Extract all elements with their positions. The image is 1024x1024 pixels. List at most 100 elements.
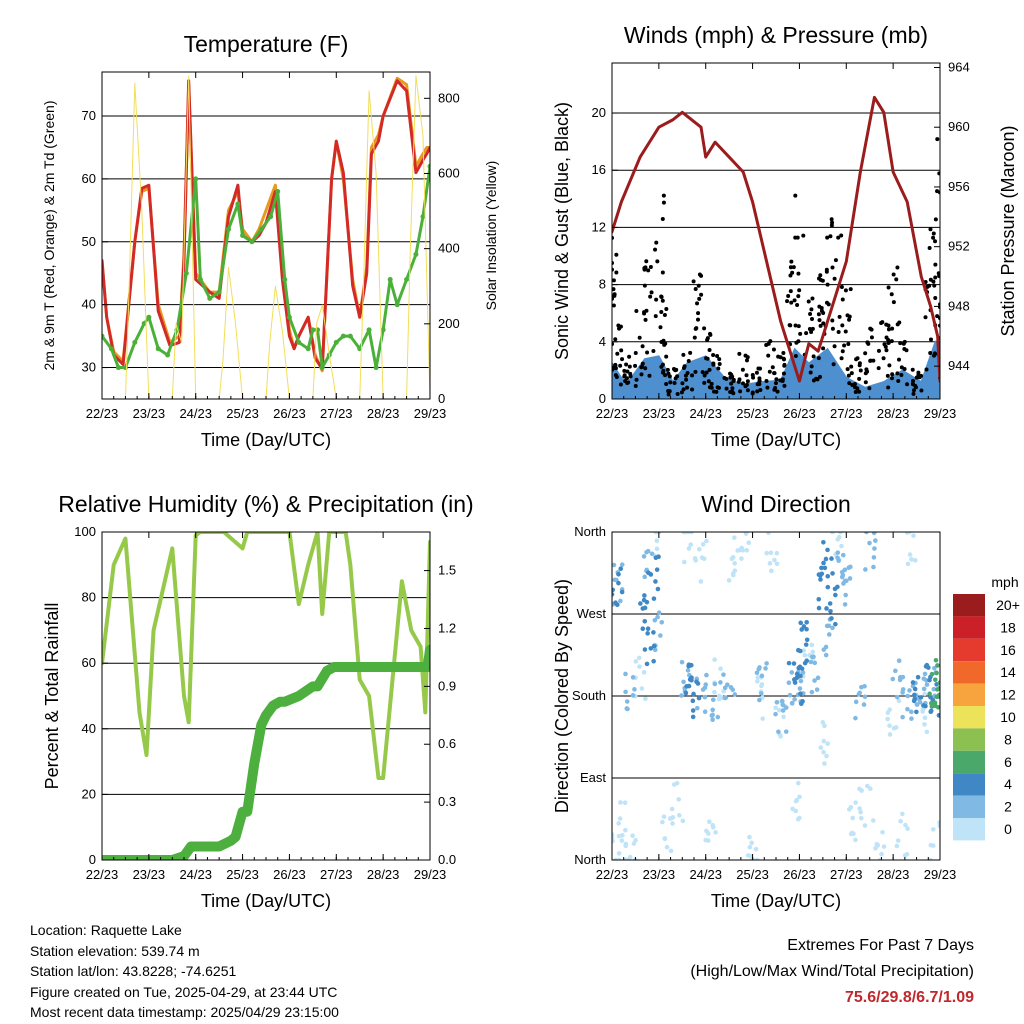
wind-direction-point [818, 577, 823, 582]
legend-swatch [953, 661, 985, 684]
wind-direction-point [870, 818, 876, 823]
gust-point [869, 335, 874, 340]
gust-point [640, 344, 645, 349]
plot-area [612, 95, 940, 399]
gust-point [932, 351, 937, 356]
gust-point [809, 330, 814, 335]
gust-point [899, 365, 904, 370]
gust-point [715, 385, 720, 390]
gust-point [622, 368, 627, 373]
wind-direction-point [633, 659, 639, 664]
y-right-tick-label: 944 [948, 358, 970, 373]
wind-direction-point [853, 715, 858, 721]
gust-point [730, 386, 735, 391]
wind-direction-point [800, 670, 806, 675]
gust-point [833, 258, 838, 263]
wind-direction-point [799, 666, 805, 671]
gust-point [700, 370, 705, 375]
gust-point [896, 378, 901, 383]
gust-point [905, 382, 910, 387]
gust-point [804, 331, 809, 336]
gust-point [702, 373, 707, 378]
wind-direction-point [864, 783, 870, 789]
y-tick-label: North [574, 524, 606, 539]
wind-direction-point [825, 547, 830, 553]
gust-point [793, 193, 798, 198]
wind-direction-point [641, 670, 647, 675]
gust-point [659, 364, 664, 369]
legend-label: 4 [1004, 776, 1012, 792]
wind-direction-point [838, 532, 843, 535]
wind-direction-point [792, 697, 797, 702]
wind-direction-point [797, 815, 802, 821]
wind-direction-point [902, 853, 908, 858]
wind-direction-point [618, 598, 623, 604]
station-info: Location: Raquette Lake Station elevatio… [30, 920, 339, 1023]
legend-label: 2 [1004, 799, 1012, 815]
dewpoint-point [132, 339, 138, 345]
wind-direction-point [903, 822, 908, 828]
gust-point [886, 285, 891, 290]
gust-point [843, 288, 848, 293]
gust-point [667, 374, 672, 379]
gust-point [754, 370, 759, 375]
dewpoint-point [310, 327, 316, 333]
dewpoint-point [420, 214, 426, 220]
wind-direction-point [651, 643, 657, 649]
wind-direction-point [652, 617, 658, 623]
gust-point [795, 303, 800, 308]
wind-direction-point [887, 723, 892, 728]
gust-point [885, 373, 890, 378]
gust-point [633, 350, 638, 355]
y-tick-label: 40 [82, 721, 96, 736]
wind-direction-point [833, 592, 838, 598]
y-right-tick-label: 400 [438, 241, 460, 256]
wind-direction-point [937, 680, 940, 685]
wind-direction-point [618, 800, 623, 805]
wind-direction-point [935, 687, 940, 692]
gust-point [679, 390, 684, 395]
wind-direction-point [721, 672, 726, 677]
wind-direction-point [679, 659, 685, 665]
gust-point [771, 347, 776, 352]
x-axis-label: Time (Day/UTC) [711, 430, 841, 450]
gust-point [770, 365, 775, 370]
wind-direction-point [893, 668, 898, 674]
x-axis-label: Time (Day/UTC) [201, 891, 331, 911]
wind-direction-point [681, 679, 686, 685]
legend-label: 0 [1004, 821, 1012, 837]
wind-direction-point [937, 820, 940, 825]
gust-point [690, 373, 695, 378]
wind-direction-point [651, 630, 656, 635]
x-tick-label: 27/23 [320, 406, 353, 421]
wind-direction-point [825, 573, 831, 579]
gust-point [876, 366, 881, 371]
wind-direction-point [909, 557, 914, 562]
wind-direction-point [718, 680, 723, 685]
gust-point [744, 358, 749, 363]
wind-direction-point [676, 813, 682, 818]
gust-point [825, 235, 830, 240]
gust-point [884, 348, 889, 353]
gust-point [911, 388, 916, 393]
dewpoint-point [197, 277, 203, 283]
dewpoint-point [275, 188, 281, 194]
wind-direction-point [612, 834, 615, 839]
wind-direction-point [900, 674, 906, 680]
y-right-tick-label: 200 [438, 316, 460, 331]
wind-direction-point [829, 532, 835, 535]
wind-direction-point [676, 797, 682, 802]
gust-point [692, 335, 697, 340]
y-tick-label: South [572, 688, 606, 703]
gust-point [660, 370, 665, 375]
wind-direction-point [798, 678, 804, 684]
wind-direction-point [710, 717, 715, 723]
plot-area [102, 75, 430, 399]
gust-point [811, 354, 816, 359]
wind-direction-point [853, 800, 858, 805]
gust-point [686, 359, 691, 364]
wind-direction-point [871, 555, 877, 560]
wind-direction-point [793, 798, 799, 804]
gust-point [614, 375, 619, 380]
